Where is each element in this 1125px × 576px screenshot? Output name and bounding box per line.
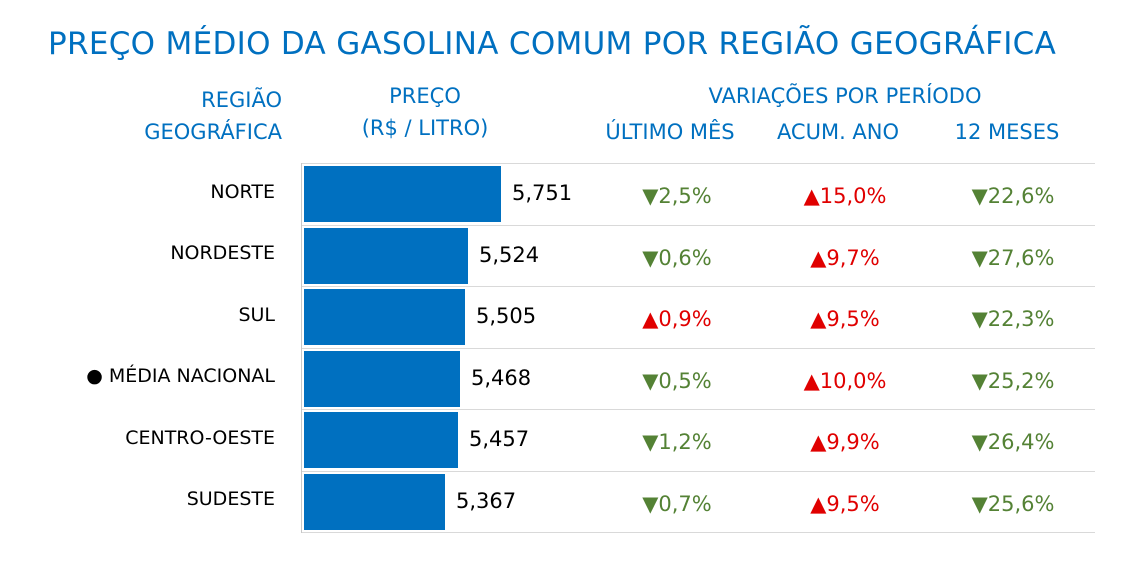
region-label: CENTRO-OESTE [125,427,275,449]
up-arrow-icon: ▲ [810,307,827,331]
last-month-variation: ▼2,5% [592,183,762,209]
down-arrow-icon: ▼ [971,246,988,270]
price-value-label: 5,751 [512,181,573,205]
year-to-date-variation: ▲9,5% [760,306,930,332]
last-month-variation: ▼1,2% [592,429,762,455]
last-month-variation: ▲0,9% [592,306,762,332]
region-header-line2: GEOGRÁFICA [144,120,282,144]
variation-value: 25,6% [987,492,1055,516]
variation-value: 22,6% [987,184,1055,208]
row-divider [302,532,1095,533]
twelve-months-variation: ▼27,6% [928,245,1098,271]
down-arrow-icon: ▼ [642,430,659,454]
price-header-line2: (R$ / LITRO) [361,116,489,140]
up-arrow-icon: ▲ [810,246,827,270]
down-arrow-icon: ▼ [971,492,988,516]
down-arrow-icon: ▼ [971,184,988,208]
down-arrow-icon: ▼ [642,369,659,393]
year-to-date-header: ACUM. ANO [776,120,900,144]
variation-value: 0,7% [658,492,712,516]
row-divider [302,348,1095,349]
region-label: NORDESTE [170,242,275,264]
down-arrow-icon: ▼ [971,430,988,454]
year-to-date-variation: ▲9,9% [760,429,930,455]
last-month-variation: ▼0,7% [592,491,762,517]
down-arrow-icon: ▼ [971,369,988,393]
price-bar [304,412,458,468]
variation-value: 22,3% [987,307,1055,331]
region-label: NORTE [210,181,275,203]
down-arrow-icon: ▼ [642,246,659,270]
year-to-date-variation: ▲9,5% [760,491,930,517]
variations-header: VARIAÇÕES POR PERÍODO [708,84,982,108]
variation-value: 9,7% [826,246,880,270]
variation-value: 0,9% [658,307,712,331]
price-bar [304,166,501,222]
last-month-variation: ▼0,6% [592,245,762,271]
variation-value: 1,2% [658,430,712,454]
variation-value: 10,0% [819,369,887,393]
row-divider [302,286,1095,287]
down-arrow-icon: ▼ [642,184,659,208]
price-bar [304,228,468,284]
up-arrow-icon: ▲ [642,307,659,331]
twelve-months-variation: ▼25,6% [928,491,1098,517]
data-table: 5,751 ▼2,5% ▲15,0% ▼22,6% 5,524 ▼0,6% ▲9,7% ▼27… [301,163,1095,533]
row-divider [302,409,1095,410]
variation-value: 26,4% [987,430,1055,454]
up-arrow-icon: ▲ [810,492,827,516]
variation-value: 27,6% [987,246,1055,270]
price-bar [304,351,460,407]
variation-value: 9,9% [826,430,880,454]
variation-value: 0,6% [658,246,712,270]
price-column-header: PREÇO (R$ / LITRO) [300,80,550,144]
variation-value: 9,5% [826,307,880,331]
year-to-date-variation: ▲15,0% [760,183,930,209]
variation-value: 25,2% [987,369,1055,393]
last-month-header: ÚLTIMO MÊS [605,120,735,144]
year-to-date-variation: ▲10,0% [760,368,930,394]
chart-title: PREÇO MÉDIO DA GASOLINA COMUM POR REGIÃO… [48,26,1057,62]
variation-value: 0,5% [658,369,712,393]
price-value-label: 5,457 [469,427,530,451]
twelve-months-header: 12 MESES [954,120,1060,144]
row-divider [302,163,1095,164]
twelve-months-variation: ▼26,4% [928,429,1098,455]
row-divider [302,225,1095,226]
up-arrow-icon: ▲ [803,369,820,393]
twelve-months-variation: ▼25,2% [928,368,1098,394]
price-value-label: 5,367 [456,489,517,513]
row-divider [302,471,1095,472]
price-value-label: 5,505 [476,304,537,328]
down-arrow-icon: ▼ [971,307,988,331]
up-arrow-icon: ▲ [803,184,820,208]
region-header-line1: REGIÃO [201,88,282,112]
region-label: SUDESTE [186,488,275,510]
up-arrow-icon: ▲ [810,430,827,454]
price-value-label: 5,468 [471,366,532,390]
region-label: SUL [238,304,275,326]
region-label: ● MÉDIA NACIONAL [86,365,275,387]
last-month-variation: ▼0,5% [592,368,762,394]
variation-value: 15,0% [819,184,887,208]
twelve-months-variation: ▼22,3% [928,306,1098,332]
year-to-date-variation: ▲9,7% [760,245,930,271]
price-bar [304,289,465,345]
price-value-label: 5,524 [479,243,540,267]
twelve-months-variation: ▼22,6% [928,183,1098,209]
price-bar [304,474,445,530]
variation-value: 2,5% [658,184,712,208]
variation-value: 9,5% [826,492,880,516]
down-arrow-icon: ▼ [642,492,659,516]
price-header-line1: PREÇO [389,84,461,108]
region-column-header: REGIÃO GEOGRÁFICA [144,84,282,148]
